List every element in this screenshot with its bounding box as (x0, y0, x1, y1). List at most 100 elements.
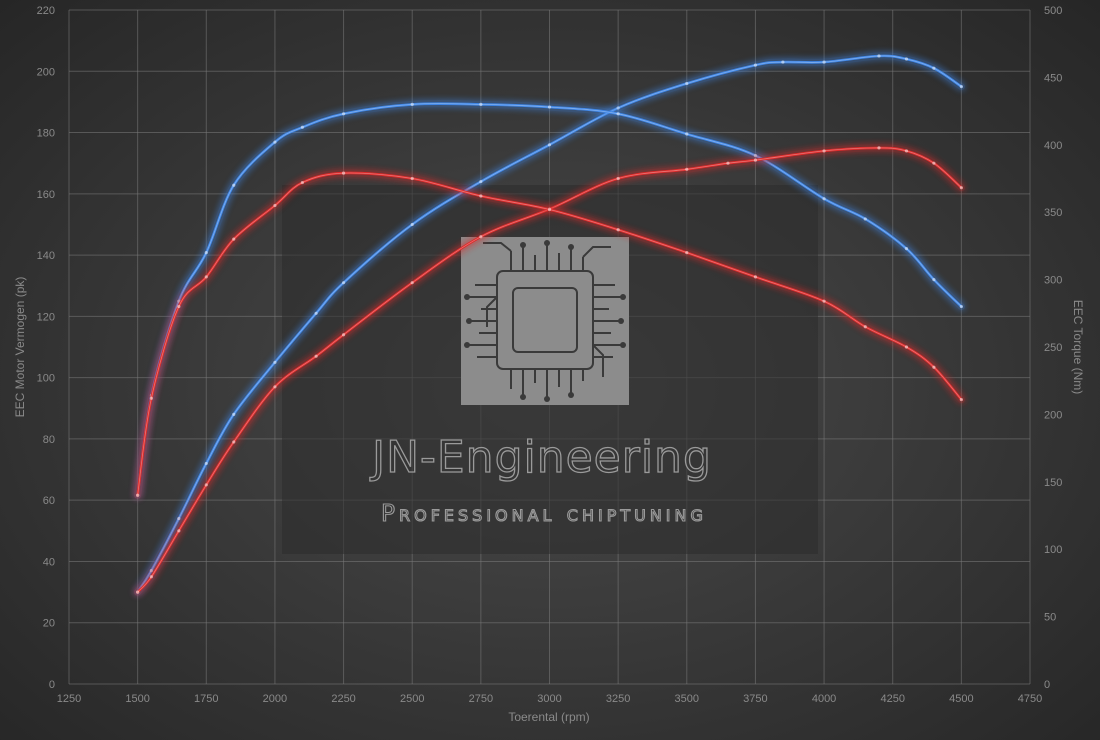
y-right-tick-label: 450 (1044, 72, 1062, 84)
y-left-tick-label: 40 (43, 556, 55, 568)
series-point-3 (959, 186, 963, 190)
series-point-4 (204, 275, 208, 279)
series-point-1 (685, 81, 689, 86)
series-point-4 (136, 493, 140, 497)
series-lines (134, 52, 965, 596)
series-point-3 (177, 529, 181, 533)
series-point-3 (932, 161, 936, 165)
y-left-tick-label: 180 (37, 128, 55, 140)
series-point-1 (273, 360, 277, 364)
series-point-1 (341, 281, 346, 285)
x-tick-label: 2250 (331, 693, 355, 705)
y-right-axis-title: EEC Torque (Nm) (1071, 300, 1085, 394)
series-point-4 (616, 228, 620, 232)
series-point-3 (822, 149, 826, 153)
series-point-4 (547, 207, 552, 212)
series-point-4 (273, 203, 277, 208)
series-point-3 (616, 176, 620, 181)
series-line-3 (136, 146, 963, 594)
x-tick-label: 2750 (469, 693, 493, 705)
series-point-1 (616, 106, 620, 110)
x-tick-label: 1250 (57, 693, 81, 705)
series-point-4 (863, 325, 867, 329)
y-left-axis-title: EEC Motor Vermogen (pk) (13, 277, 27, 418)
x-tick-label: 4000 (812, 693, 836, 705)
series-point-3 (136, 590, 140, 594)
series-point-4 (479, 194, 483, 198)
series-point-2 (822, 197, 826, 201)
y-right-tick-label: 500 (1044, 5, 1062, 17)
y-right-tick-label: 100 (1044, 544, 1062, 556)
y-left-tick-label: 220 (37, 5, 55, 17)
x-axis-ticks: 1250 1500 1750 2000 2250 2500 2750 3000 3250 3500… (57, 693, 1042, 705)
circuit-chip-icon (461, 237, 629, 405)
series-point-2 (410, 102, 414, 106)
watermark-title: JN-Engineering (369, 432, 712, 483)
series-line-highlight-3 (137, 147, 962, 593)
y-left-tick-label: 20 (43, 618, 55, 630)
series-point-4 (300, 180, 304, 185)
series-point-3 (904, 149, 909, 153)
series-point-2 (273, 140, 277, 144)
series-point-1 (959, 84, 963, 89)
y-right-tick-label: 350 (1044, 207, 1062, 219)
series-point-3 (149, 575, 153, 579)
x-tick-label: 3000 (537, 693, 561, 705)
series-point-2 (959, 304, 963, 309)
series-point-2 (204, 251, 208, 255)
x-tick-label: 3750 (743, 693, 767, 705)
y-right-tick-label: 0 (1044, 679, 1050, 691)
series-point-3 (341, 333, 346, 337)
series-point-2 (547, 105, 552, 109)
y-right-tick-label: 400 (1044, 140, 1062, 152)
y-left-axis-ticks: 0 20 40 60 80 100 120 140 160 180 200 220 (37, 5, 55, 691)
y-right-tick-label: 200 (1044, 409, 1062, 421)
y-left-tick-label: 100 (37, 373, 55, 385)
x-tick-label: 4500 (949, 693, 973, 705)
y-left-tick-label: 80 (43, 434, 55, 446)
y-left-tick-label: 0 (49, 679, 55, 691)
series-point-2 (232, 183, 236, 187)
series-point-3 (877, 146, 881, 150)
x-tick-label: 2500 (400, 693, 424, 705)
series-point-4 (149, 396, 153, 400)
series-point-4 (685, 251, 689, 255)
y-left-tick-label: 160 (37, 189, 55, 201)
series-point-4 (177, 304, 181, 309)
x-tick-label: 4750 (1018, 693, 1042, 705)
series-point-1 (822, 60, 826, 64)
series-point-2 (932, 278, 936, 282)
series-point-1 (314, 311, 318, 315)
series-point-4 (341, 171, 346, 175)
x-tick-label: 3250 (606, 693, 630, 705)
series-point-3 (726, 161, 730, 165)
series-point-2 (479, 102, 483, 106)
x-tick-label: 2000 (263, 693, 287, 705)
series-point-3 (232, 440, 236, 444)
series-point-3 (273, 385, 277, 389)
series-point-2 (341, 112, 346, 116)
series-point-4 (822, 299, 826, 303)
series-point-2 (904, 246, 909, 251)
y-right-tick-label: 150 (1044, 477, 1062, 489)
x-tick-label: 3500 (675, 693, 699, 705)
series-point-3 (753, 158, 758, 162)
series-point-1 (479, 179, 483, 184)
y-right-tick-label: 50 (1044, 612, 1056, 624)
y-right-tick-label: 250 (1044, 342, 1062, 354)
x-tick-label: 1750 (194, 693, 218, 705)
x-tick-label: 4250 (880, 693, 904, 705)
watermark: JN-Engineering Professional chiptuning (282, 185, 818, 554)
x-tick-label: 1500 (125, 693, 149, 705)
watermark-subtitle: Professional chiptuning (381, 501, 707, 527)
series-point-1 (204, 461, 208, 466)
series-point-4 (904, 345, 909, 349)
series-point-4 (753, 275, 758, 279)
series-point-2 (863, 217, 867, 221)
series-point-1 (753, 63, 758, 67)
y-right-tick-label: 300 (1044, 275, 1062, 287)
series-point-1 (547, 143, 552, 147)
series-point-3 (204, 483, 208, 487)
series-point-1 (232, 412, 236, 416)
series-point-1 (781, 60, 785, 64)
